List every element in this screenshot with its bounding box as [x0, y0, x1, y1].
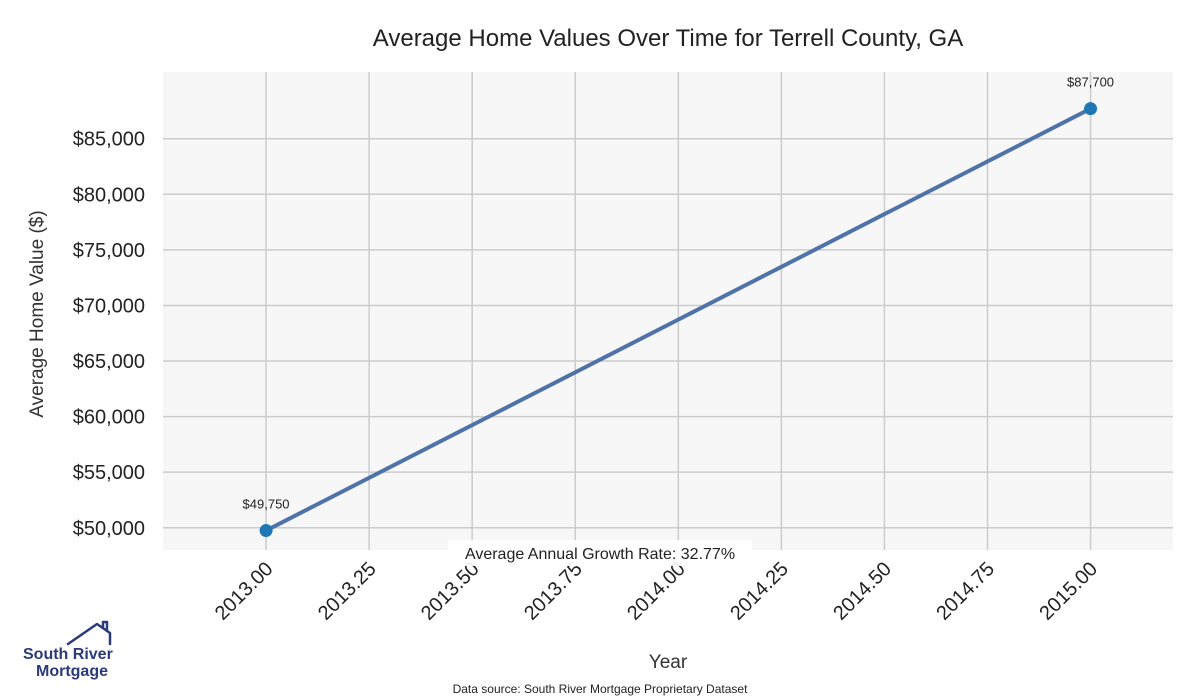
x-tick-label: 2013.00	[211, 558, 278, 625]
data-label: $49,750	[243, 497, 290, 512]
logo-line-2: Mortgage	[36, 663, 108, 680]
data-labels: $49,750 $87,700	[243, 75, 1114, 512]
y-tick-label: $80,000	[73, 184, 145, 206]
y-tick-label: $70,000	[73, 295, 145, 317]
y-tick-label: $60,000	[73, 407, 145, 429]
chart-title: Average Home Values Over Time for Terrel…	[373, 25, 963, 52]
data-point	[1084, 102, 1098, 116]
series-group	[259, 102, 1098, 538]
logo-line-1: South River	[23, 646, 113, 663]
data-point	[259, 524, 273, 538]
x-axis-title: Year	[649, 652, 688, 673]
x-tick-label: 2014.50	[829, 558, 896, 625]
y-axis-title: Average Home Value ($)	[27, 210, 48, 417]
x-tick-label: 2013.50	[417, 558, 484, 625]
x-tick-label: 2013.75	[520, 558, 587, 625]
grid-lines	[163, 72, 1173, 550]
y-tick-label: $75,000	[73, 240, 145, 262]
x-tick-label: 2015.00	[1035, 558, 1102, 625]
y-tick-label: $50,000	[73, 518, 145, 540]
y-tick-label: $65,000	[73, 351, 145, 373]
data-source-note: Data source: South River Mortgage Propri…	[453, 682, 748, 696]
company-logo: South River Mortgage	[23, 620, 113, 680]
x-tick-label: 2014.00	[623, 558, 690, 625]
x-tick-label: 2013.25	[314, 558, 381, 625]
y-tick-label: $85,000	[73, 129, 145, 151]
x-tick-label: 2014.25	[726, 558, 793, 625]
x-tick-label: 2014.75	[932, 558, 999, 625]
y-tick-labels: $50,000 $55,000 $60,000 $65,000 $70,000 $75,0…	[73, 129, 145, 540]
data-label: $87,700	[1067, 75, 1114, 90]
y-tick-label: $55,000	[73, 462, 145, 484]
series-line	[265, 106, 1092, 533]
annotation-box	[448, 540, 752, 566]
house-roof-icon	[66, 620, 112, 646]
x-tick-labels: 2013.00 2013.25 2013.50 2013.75 2014.00 2014.…	[211, 558, 1102, 625]
growth-rate-annotation: Average Annual Growth Rate: 32.77%	[465, 546, 735, 563]
